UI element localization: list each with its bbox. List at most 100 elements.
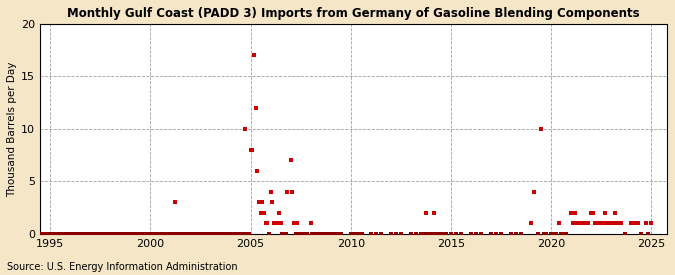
Point [65, 232, 76, 236]
Point [596, 221, 607, 226]
Point [97, 232, 107, 236]
Point [305, 221, 316, 226]
Point [643, 232, 653, 236]
Point [556, 232, 566, 236]
Point [91, 232, 102, 236]
Point [146, 232, 157, 236]
Point [267, 200, 277, 205]
Point [439, 232, 450, 236]
Point [223, 232, 234, 236]
Point [31, 232, 42, 236]
Point [432, 232, 443, 236]
Point [571, 221, 582, 226]
Point [561, 232, 572, 236]
Point [599, 211, 610, 215]
Point [641, 221, 651, 226]
Point [375, 232, 386, 236]
Point [180, 232, 191, 236]
Point [357, 232, 368, 236]
Point [143, 232, 154, 236]
Point [185, 232, 196, 236]
Point [107, 232, 117, 236]
Point [589, 221, 600, 226]
Point [215, 232, 226, 236]
Point [541, 232, 551, 236]
Point [470, 232, 481, 236]
Point [533, 232, 543, 236]
Y-axis label: Thousand Barrels per Day: Thousand Barrels per Day [7, 61, 17, 197]
Point [115, 232, 126, 236]
Point [140, 232, 151, 236]
Point [178, 232, 189, 236]
Point [230, 232, 241, 236]
Point [545, 232, 556, 236]
Point [219, 232, 230, 236]
Point [629, 221, 640, 226]
Point [616, 221, 626, 226]
Point [53, 232, 64, 236]
Point [237, 232, 248, 236]
Point [569, 211, 580, 215]
Point [182, 232, 192, 236]
Point [365, 232, 376, 236]
Point [142, 232, 153, 236]
Point [298, 232, 309, 236]
Point [68, 232, 79, 236]
Point [297, 232, 308, 236]
Point [300, 232, 311, 236]
Point [165, 232, 176, 236]
Point [160, 232, 171, 236]
Point [346, 232, 356, 236]
Point [56, 232, 67, 236]
Point [614, 221, 625, 226]
Point [70, 232, 80, 236]
Point [168, 232, 179, 236]
Point [150, 232, 161, 236]
Point [192, 232, 202, 236]
Point [396, 232, 406, 236]
Point [242, 232, 252, 236]
Point [418, 232, 429, 236]
Point [347, 232, 358, 236]
Point [371, 232, 381, 236]
Point [594, 221, 605, 226]
Point [159, 232, 169, 236]
Point [225, 232, 236, 236]
Point [289, 221, 300, 226]
Point [285, 158, 296, 163]
Point [292, 221, 302, 226]
Point [117, 232, 128, 236]
Point [602, 221, 613, 226]
Point [450, 232, 461, 236]
Point [111, 232, 122, 236]
Point [290, 232, 301, 236]
Point [47, 232, 57, 236]
Point [566, 211, 576, 215]
Point [34, 232, 45, 236]
Point [130, 232, 140, 236]
Point [118, 232, 129, 236]
Point [307, 232, 318, 236]
Point [294, 232, 304, 236]
Point [350, 232, 361, 236]
Point [314, 232, 325, 236]
Point [177, 232, 188, 236]
Point [244, 232, 254, 236]
Point [259, 211, 269, 215]
Point [210, 232, 221, 236]
Point [83, 232, 94, 236]
Point [157, 232, 167, 236]
Point [335, 232, 346, 236]
Point [248, 53, 259, 57]
Point [327, 232, 338, 236]
Point [446, 232, 456, 236]
Point [390, 232, 401, 236]
Point [66, 232, 77, 236]
Point [280, 232, 291, 236]
Point [579, 221, 590, 226]
Point [252, 169, 263, 173]
Point [145, 232, 156, 236]
Point [153, 232, 164, 236]
Point [593, 221, 603, 226]
Point [163, 232, 174, 236]
